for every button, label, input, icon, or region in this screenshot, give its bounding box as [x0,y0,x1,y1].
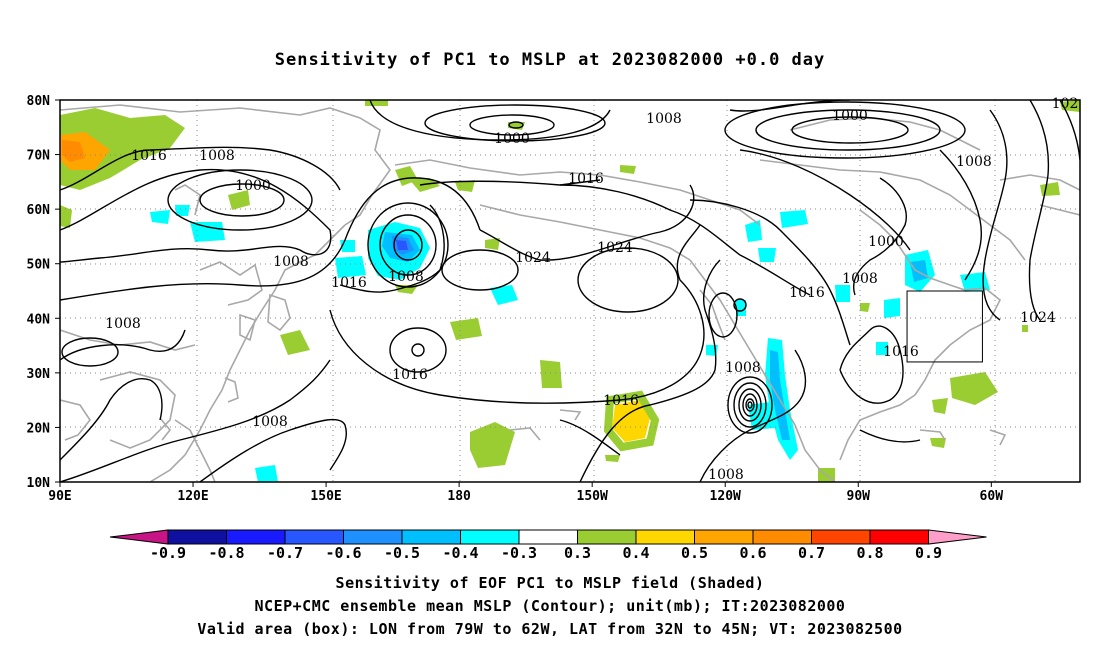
contour-label: 1008 [199,148,235,164]
colorbar-segment [869,529,929,545]
lon-label: 120W [710,489,741,504]
footer-line-1: Sensitivity of EOF PC1 to MSLP field (Sh… [335,574,765,592]
lon-label: 150W [577,489,608,504]
lat-label: 70N [27,149,51,164]
colorbar-segment [518,529,578,545]
contour-label: 1008 [725,360,761,376]
colorbar-label: -0.3 [501,544,537,562]
longitude-labels: 90E 120E 150E 180 150W 120W 90W 60W [48,482,1003,504]
contour-label: 1008 [842,271,878,287]
colorbar-label: 0.7 [798,544,825,562]
lon-label: 90E [48,489,71,504]
contour-label: 1008 [273,254,309,270]
sensitivity-shading [60,100,1080,482]
contour-label: 1008 [252,414,288,430]
colorbar-segment [811,529,871,545]
contour-label: 1000 [832,108,868,124]
contour-label: 1000 [235,178,271,194]
colorbar [109,529,987,545]
lat-label: 30N [27,367,51,382]
map-plot-area [60,100,1080,482]
contour-label: 1008 [388,269,424,285]
contour-label: 1008 [956,154,992,170]
contour-label: 1024 [1020,310,1056,326]
colorbar-segment [226,529,286,545]
lat-label: 20N [27,421,51,436]
colorbar-label: 0.3 [564,544,591,562]
contour-label: 1000 [494,131,530,147]
colorbar-label: -0.7 [267,544,303,562]
latitude-labels: 80N 70N 60N 50N 40N 30N 20N 10N [27,94,60,491]
contour-label: 1016 [883,344,919,360]
contour-label: 1016 [331,275,367,291]
valid-area-box [906,290,983,363]
contour-label-layer: 1000100810001008101610081000101610081016… [105,96,1079,483]
colorbar-label: 0.6 [739,544,766,562]
colorbar-segment [460,529,520,545]
colorbar-label: 0.5 [681,544,708,562]
colorbar-low-extend [109,529,169,545]
contour-label: 1016 [131,148,167,164]
lon-label: 150E [310,489,341,504]
colorbar-segment [284,529,344,545]
colorbar-label: -0.4 [442,544,478,562]
colorbar-segment [577,529,637,545]
contour-label: 1008 [646,111,682,127]
contour-label: 1008 [708,467,744,483]
colorbar-segment [694,529,754,545]
contour-label: 1008 [105,316,141,332]
colorbar-label: 0.9 [915,544,942,562]
lat-label: 40N [27,312,51,327]
contour-label: 1016 [568,171,604,187]
colorbar-segment [752,529,812,545]
contour-label: 1000 [868,234,904,250]
colorbar-segment [401,529,461,545]
mslp-contours [60,100,1080,482]
colorbar-segment [343,529,403,545]
lon-label: 120E [177,489,208,504]
map-frame [59,99,1081,483]
lon-label: 90W [847,489,871,504]
colorbar-label: -0.9 [150,544,186,562]
colorbar-label: -0.6 [325,544,361,562]
colorbar-high-extend [928,529,987,545]
footer-line-2: NCEP+CMC ensemble mean MSLP (Contour); u… [254,597,846,615]
contour-label: 1024 [597,240,633,256]
contour-label: 1016 [603,393,639,409]
lon-label: 60W [980,489,1004,504]
colorbar-label: -0.8 [208,544,244,562]
colorbar-segment [167,529,227,545]
lat-label: 10N [27,476,51,491]
lon-label: 180 [447,489,471,504]
lat-label: 80N [27,94,51,109]
contour-label: 1024 [515,250,551,266]
colorbar-label: 0.4 [622,544,649,562]
contour-label: 102 [1052,96,1079,112]
colorbar-label: -0.5 [384,544,420,562]
contour-label: 1016 [789,285,825,301]
footer-line-3: Valid area (box): LON from 79W to 62W, L… [197,620,903,638]
lat-label: 60N [27,203,51,218]
map-title: Sensitivity of PC1 to MSLP at 2023082000… [274,50,826,70]
contour-label: 1016 [392,367,428,383]
colorbar-segment [635,529,695,545]
lat-label: 50N [27,258,51,273]
coastlines [60,104,1080,482]
colorbar-label: 0.8 [856,544,883,562]
colorbar-labels: -0.9 -0.8 -0.7 -0.6 -0.5 -0.4 -0.3 0.3 0.4 0.5 0.6… [150,544,942,562]
